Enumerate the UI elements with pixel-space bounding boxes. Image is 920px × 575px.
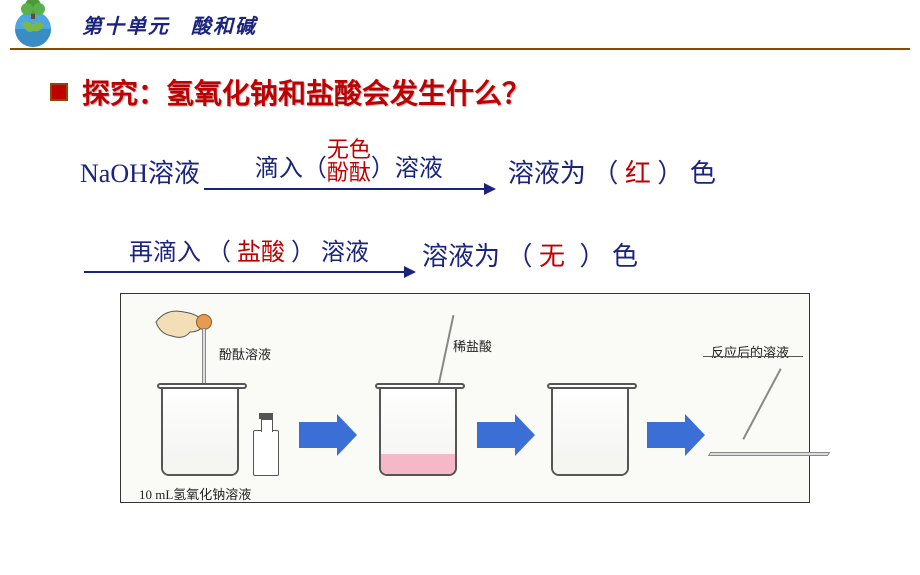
result1-prefix: 溶液为 （ [508,159,619,188]
blue-arrow-3-icon [647,422,687,448]
hand-icon [151,302,221,357]
reagent-bottle-icon [253,430,279,476]
chapter-subject: 酸和碱 [191,16,257,38]
blank-phenolphthalein: 无色酚酞 [327,138,371,184]
reaction-flow: NaOH溶液 滴入（无色酚酞）溶液 溶液为 （ 红 ） 色 再滴入 （ 盐酸 ）… [50,138,880,273]
slide-content: 探究：氢氧化钠和盐酸会发生什么？ NaOH溶液 滴入（无色酚酞）溶液 溶液为 （… [0,50,920,503]
result1-suffix: ） 色 [657,159,716,188]
title-question: 氢氧化钠和盐酸会发生什么？ [166,78,530,109]
arrow-line-icon [204,188,494,190]
label-dilute-hcl: 稀盐酸 [453,336,492,355]
result2-prefix: 溶液为 （ [422,242,533,271]
title-prefix: 探究： [82,78,166,109]
glass-slide-icon [708,452,830,456]
inquiry-title: 探究：氢氧化钠和盐酸会发生什么？ [82,72,530,112]
chapter-number: 第十单元 [82,16,170,38]
arrow-1: 滴入（无色酚酞）溶液 [204,138,494,190]
start-solution: NaOH溶液 [80,153,200,190]
stir-rod-2-icon [742,368,781,440]
arrow1-label: 滴入（无色酚酞）溶液 [255,138,443,184]
drop-prefix-2: 再滴入 （ [129,240,231,266]
result-1: 溶液为 （ 红 ） 色 [508,153,716,190]
step-1: NaOH溶液 滴入（无色酚酞）溶液 溶液为 （ 红 ） 色 [80,138,880,190]
beaker-1-icon [161,386,239,476]
label-after-reaction: 反应后的溶液 [711,342,789,361]
chapter-title: 第十单元 酸和碱 [82,10,257,39]
drop-suffix-1: ）溶液 [371,156,443,182]
globe-tree-icon [8,0,58,49]
blank-line2: 酚酞 [327,160,371,185]
label-phenolphthalein: 酚酞溶液 [219,344,271,363]
result2-blank: 无 [539,242,573,271]
beaker-2-icon [379,386,457,476]
inquiry-title-row: 探究：氢氧化钠和盐酸会发生什么？ [50,72,880,112]
dropper-1-icon [199,324,209,384]
blue-arrow-1-icon [299,422,339,448]
drop-suffix-2: ） 溶液 [291,240,369,266]
blue-arrow-2-icon [477,422,517,448]
result2-suffix: ） 色 [580,242,639,271]
liquid-naoh [163,454,237,474]
slide-header: 第十单元 酸和碱 [0,0,920,48]
step-2: 再滴入 （ 盐酸 ） 溶液 溶液为 （ 无 ） 色 [80,232,880,273]
experiment-diagram: 酚酞溶液 10 mL氢氧化钠溶液 稀盐酸 反应后的溶液 [120,293,810,503]
label-naoh: 10 mL氢氧化钠溶液 [139,484,251,503]
beaker-3-icon [551,386,629,476]
result1-blank: 红 [625,159,651,188]
bullet-square-icon [50,83,68,101]
blank-hcl: 盐酸 [237,240,285,266]
liquid-clear [553,454,627,474]
arrow-2: 再滴入 （ 盐酸 ） 溶液 [84,232,414,273]
liquid-pink [381,454,455,474]
label-underline [703,356,803,357]
arrow-line2-icon [84,271,414,273]
result-2: 溶液为 （ 无 ） 色 [422,236,638,273]
blank-line1: 无色 [327,137,371,162]
arrow2-label: 再滴入 （ 盐酸 ） 溶液 [129,232,369,267]
drop-prefix-1: 滴入（ [255,156,327,182]
